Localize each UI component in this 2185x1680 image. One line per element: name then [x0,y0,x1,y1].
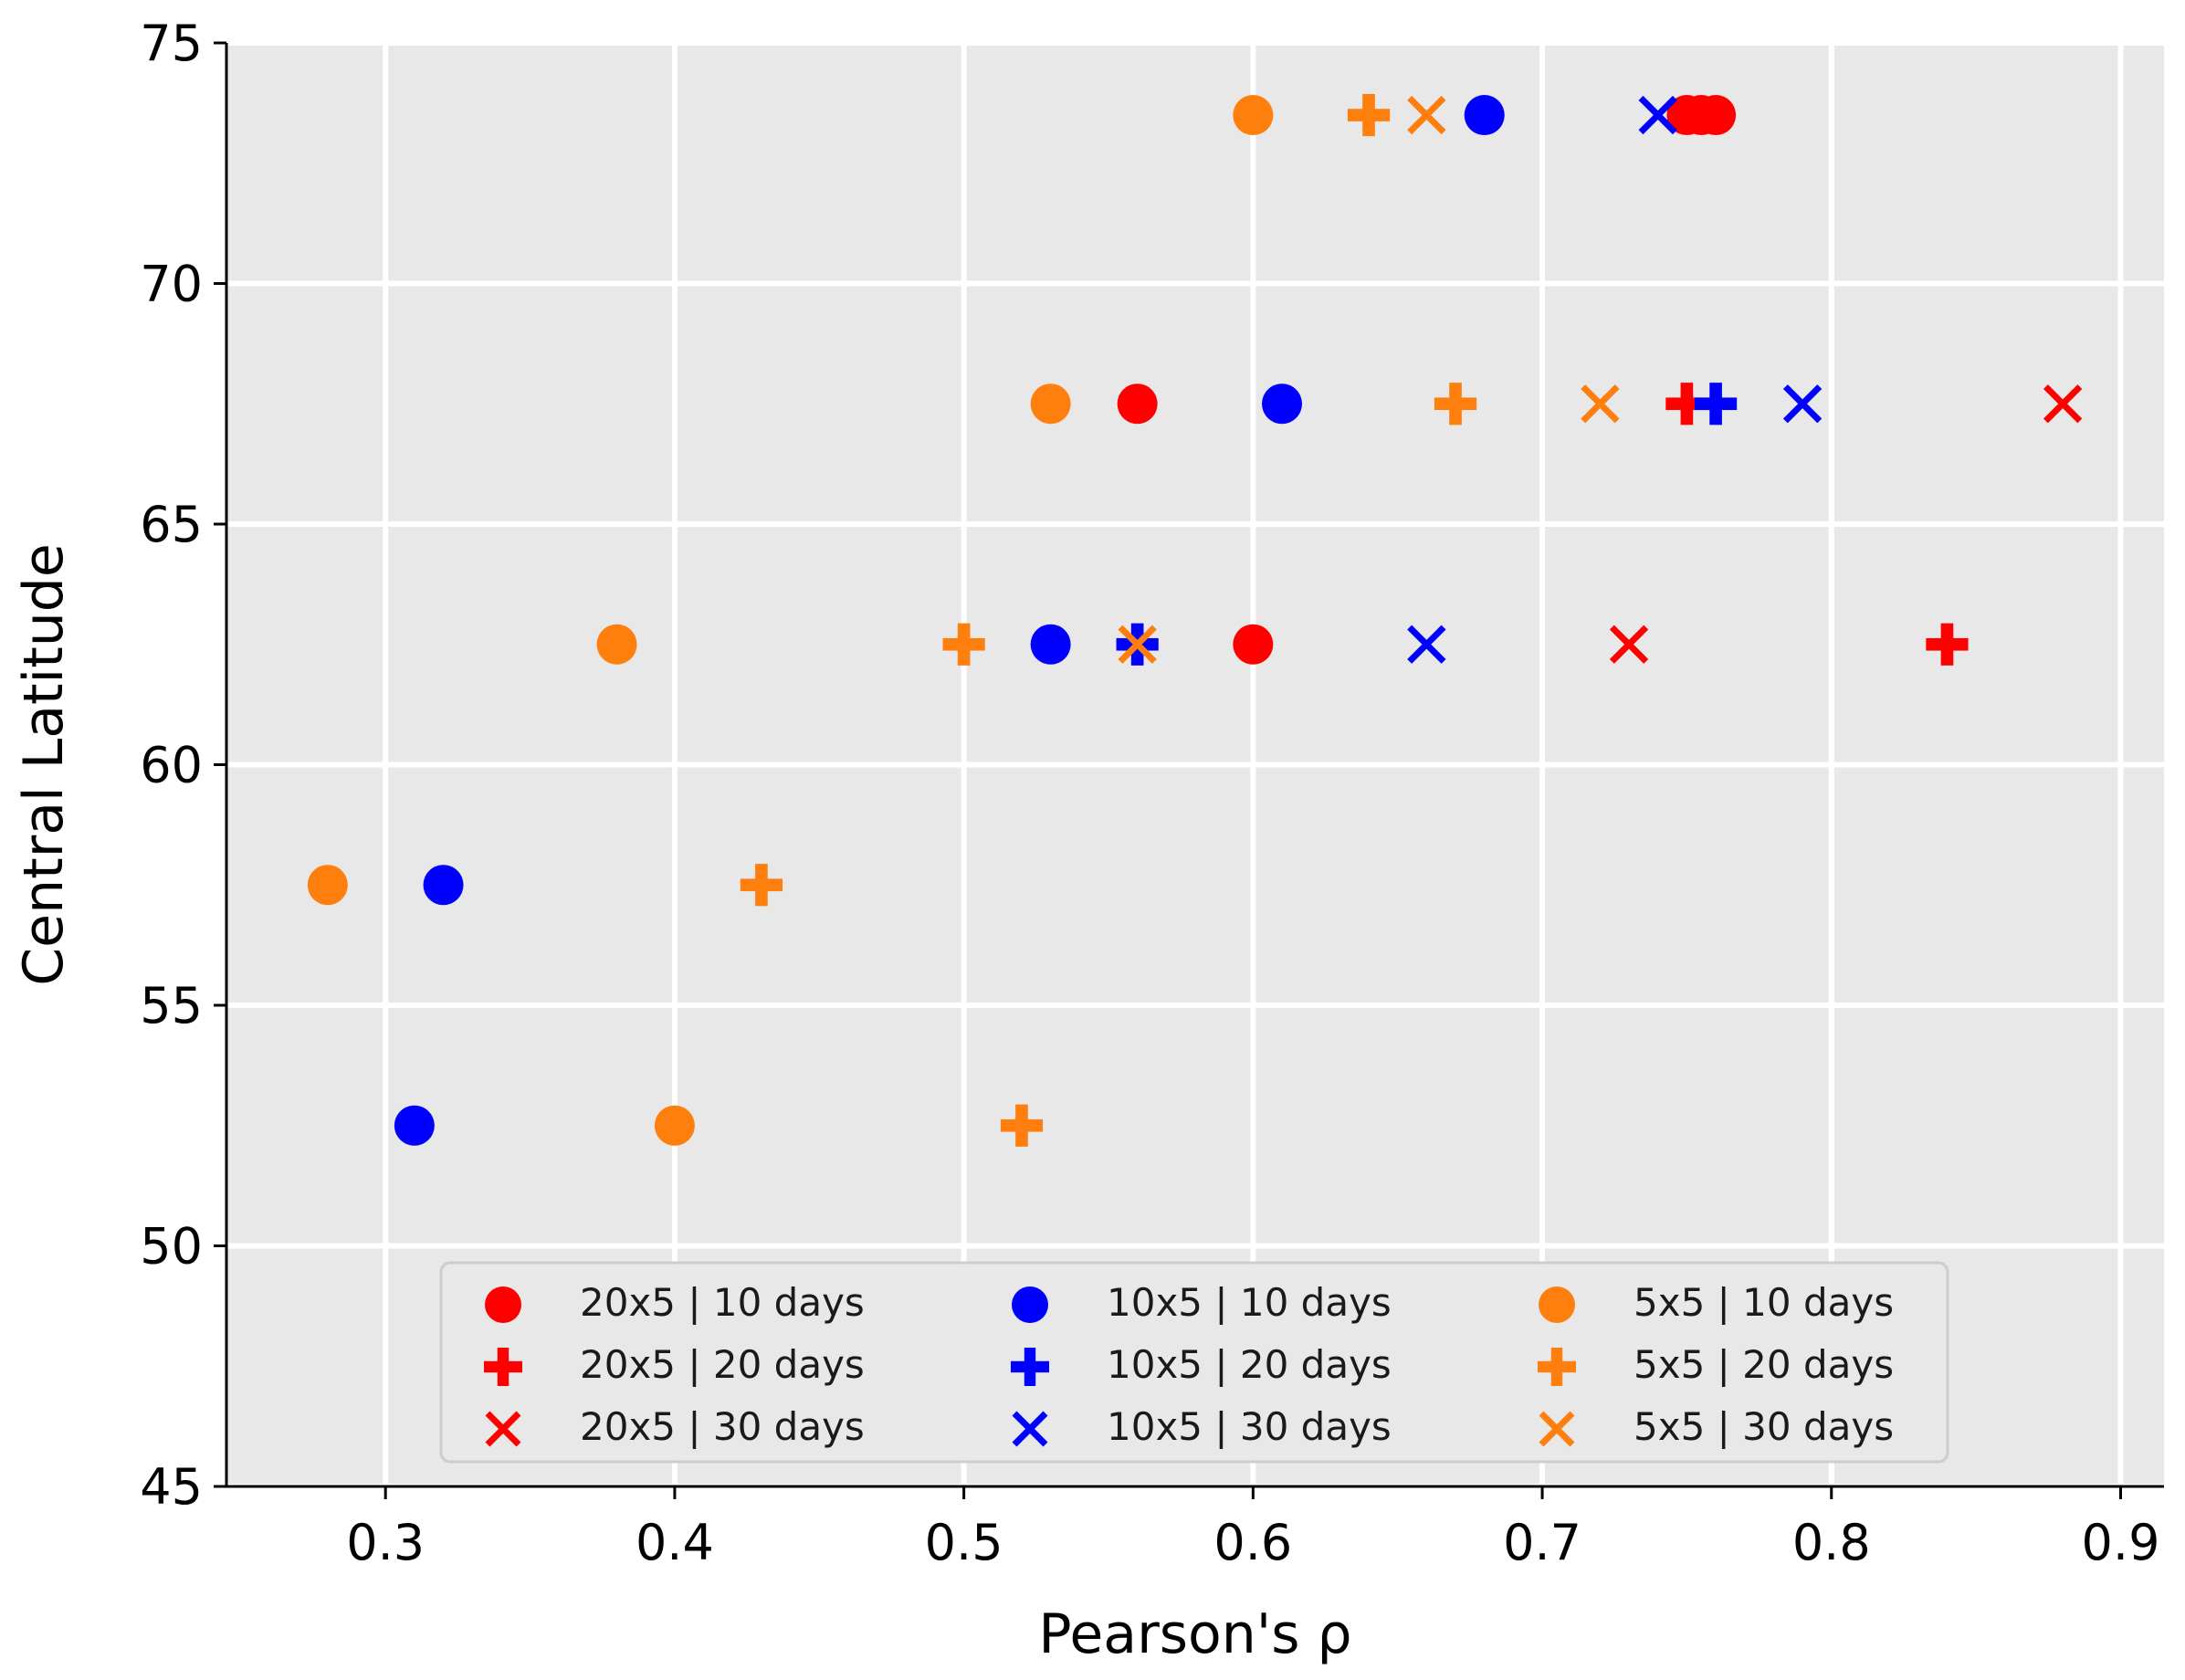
point-20x5-10-days [1117,383,1158,425]
legend-marker [1539,1286,1575,1323]
plus-bar-v [1362,93,1375,137]
x-tick-label: 0.5 [925,1514,1003,1571]
point-20x5-30-days [1609,625,1649,664]
point-5x5-10-days [654,1105,695,1146]
x-stroke-b [485,1411,521,1447]
plus-bar-v [957,623,971,666]
legend-marker [1538,1348,1576,1386]
legend-marker [1012,1411,1048,1447]
plus-bar-v [1024,1348,1036,1386]
legend-label: 20x5 | 30 days [580,1404,865,1449]
point-5x5-30-days [1407,95,1446,135]
y-tick-label: 50 [140,1218,203,1276]
legend-label: 20x5 | 10 days [580,1280,865,1325]
y-axis-label: Central Latitude [12,543,76,985]
legend-label: 5x5 | 10 days [1633,1280,1894,1325]
plus-bar-v [1449,383,1462,425]
legend-label: 10x5 | 30 days [1107,1404,1392,1449]
x-stroke-b [1407,95,1446,135]
x-axis-label: Pearson's ρ [1038,1602,1351,1666]
legend-marker [1539,1411,1575,1447]
x-tick-label: 0.4 [636,1514,714,1571]
y-tick-label: 75 [140,15,203,72]
point-20x5-30-days [2043,384,2083,424]
legend-marker [485,1286,521,1323]
legend-label: 5x5 | 30 days [1633,1404,1894,1449]
x-stroke-b [2043,384,2083,424]
point-5x5-20-days [1000,1104,1044,1147]
plus-bar-v [1709,383,1722,425]
legend-label: 10x5 | 20 days [1107,1342,1392,1387]
y-tick-label: 45 [140,1458,203,1516]
y-tick-label: 60 [140,737,203,794]
legend-label: 5x5 | 20 days [1633,1342,1894,1387]
point-20x5-10-days [1696,95,1737,136]
point-10x5-20-days [1694,383,1738,425]
legend-marker [1012,1286,1048,1323]
x-stroke-b [1407,625,1446,664]
x-tick-label: 0.3 [346,1514,425,1571]
x-stroke-b [1782,384,1823,424]
plus-bar-v [755,864,768,907]
x-tick-label: 0.9 [2082,1514,2160,1571]
legend-marker [1011,1348,1049,1386]
legend-label: 20x5 | 20 days [580,1342,865,1387]
x-tick-label: 0.7 [1503,1514,1581,1571]
x-stroke-b [1638,95,1677,135]
point-10x5-10-days [394,1105,435,1146]
legend-marker [484,1348,522,1386]
point-5x5-30-days [1118,625,1157,664]
point-10x5-30-days [1782,384,1823,424]
axes [214,41,2164,1499]
plus-bar-v [497,1348,509,1386]
legend-marker [485,1411,521,1447]
point-10x5-10-days [1262,383,1303,425]
point-5x5-10-days [596,624,637,665]
point-5x5-20-days [942,623,985,666]
y-tick-label: 70 [140,256,203,313]
point-5x5-10-days [307,865,348,906]
point-5x5-20-days [1434,383,1477,425]
plus-bar-v [1550,1348,1563,1386]
point-10x5-10-days [1464,95,1505,136]
legend-label: 10x5 | 10 days [1107,1280,1392,1325]
point-20x5-10-days [1233,624,1274,665]
point-10x5-10-days [1030,624,1071,665]
point-10x5-30-days [1638,95,1677,135]
x-stroke-b [1012,1411,1048,1447]
point-5x5-30-days [1581,384,1620,424]
legend: 20x5 | 10 days 20x5 | 20 days 20x5 | 30 da… [439,1261,1949,1464]
tick-labels: 0.3 0.4 0.5 0.6 0.7 0.8 0.9 45 50 55 60 65 70 75 [140,15,2159,1571]
y-tick-label: 55 [140,977,203,1034]
x-stroke-b [1581,384,1620,424]
x-stroke-b [1118,625,1157,664]
y-tick-label: 65 [140,496,203,553]
x-stroke-b [1609,625,1649,664]
plus-bar-v [1940,623,1954,666]
point-5x5-10-days [1030,383,1071,425]
data-points [307,93,2083,1147]
plus-bar-v [1015,1104,1028,1147]
plus-bar-v [1680,383,1694,425]
x-tick-label: 0.6 [1213,1514,1292,1571]
point-20x5-20-days [1926,623,1969,666]
point-5x5-10-days [1233,95,1274,136]
point-5x5-20-days [1347,93,1391,137]
x-tick-label: 0.8 [1792,1514,1871,1571]
point-5x5-20-days [740,864,783,907]
x-stroke-b [1539,1411,1575,1447]
point-10x5-30-days [1407,625,1446,664]
point-10x5-10-days [423,865,464,906]
